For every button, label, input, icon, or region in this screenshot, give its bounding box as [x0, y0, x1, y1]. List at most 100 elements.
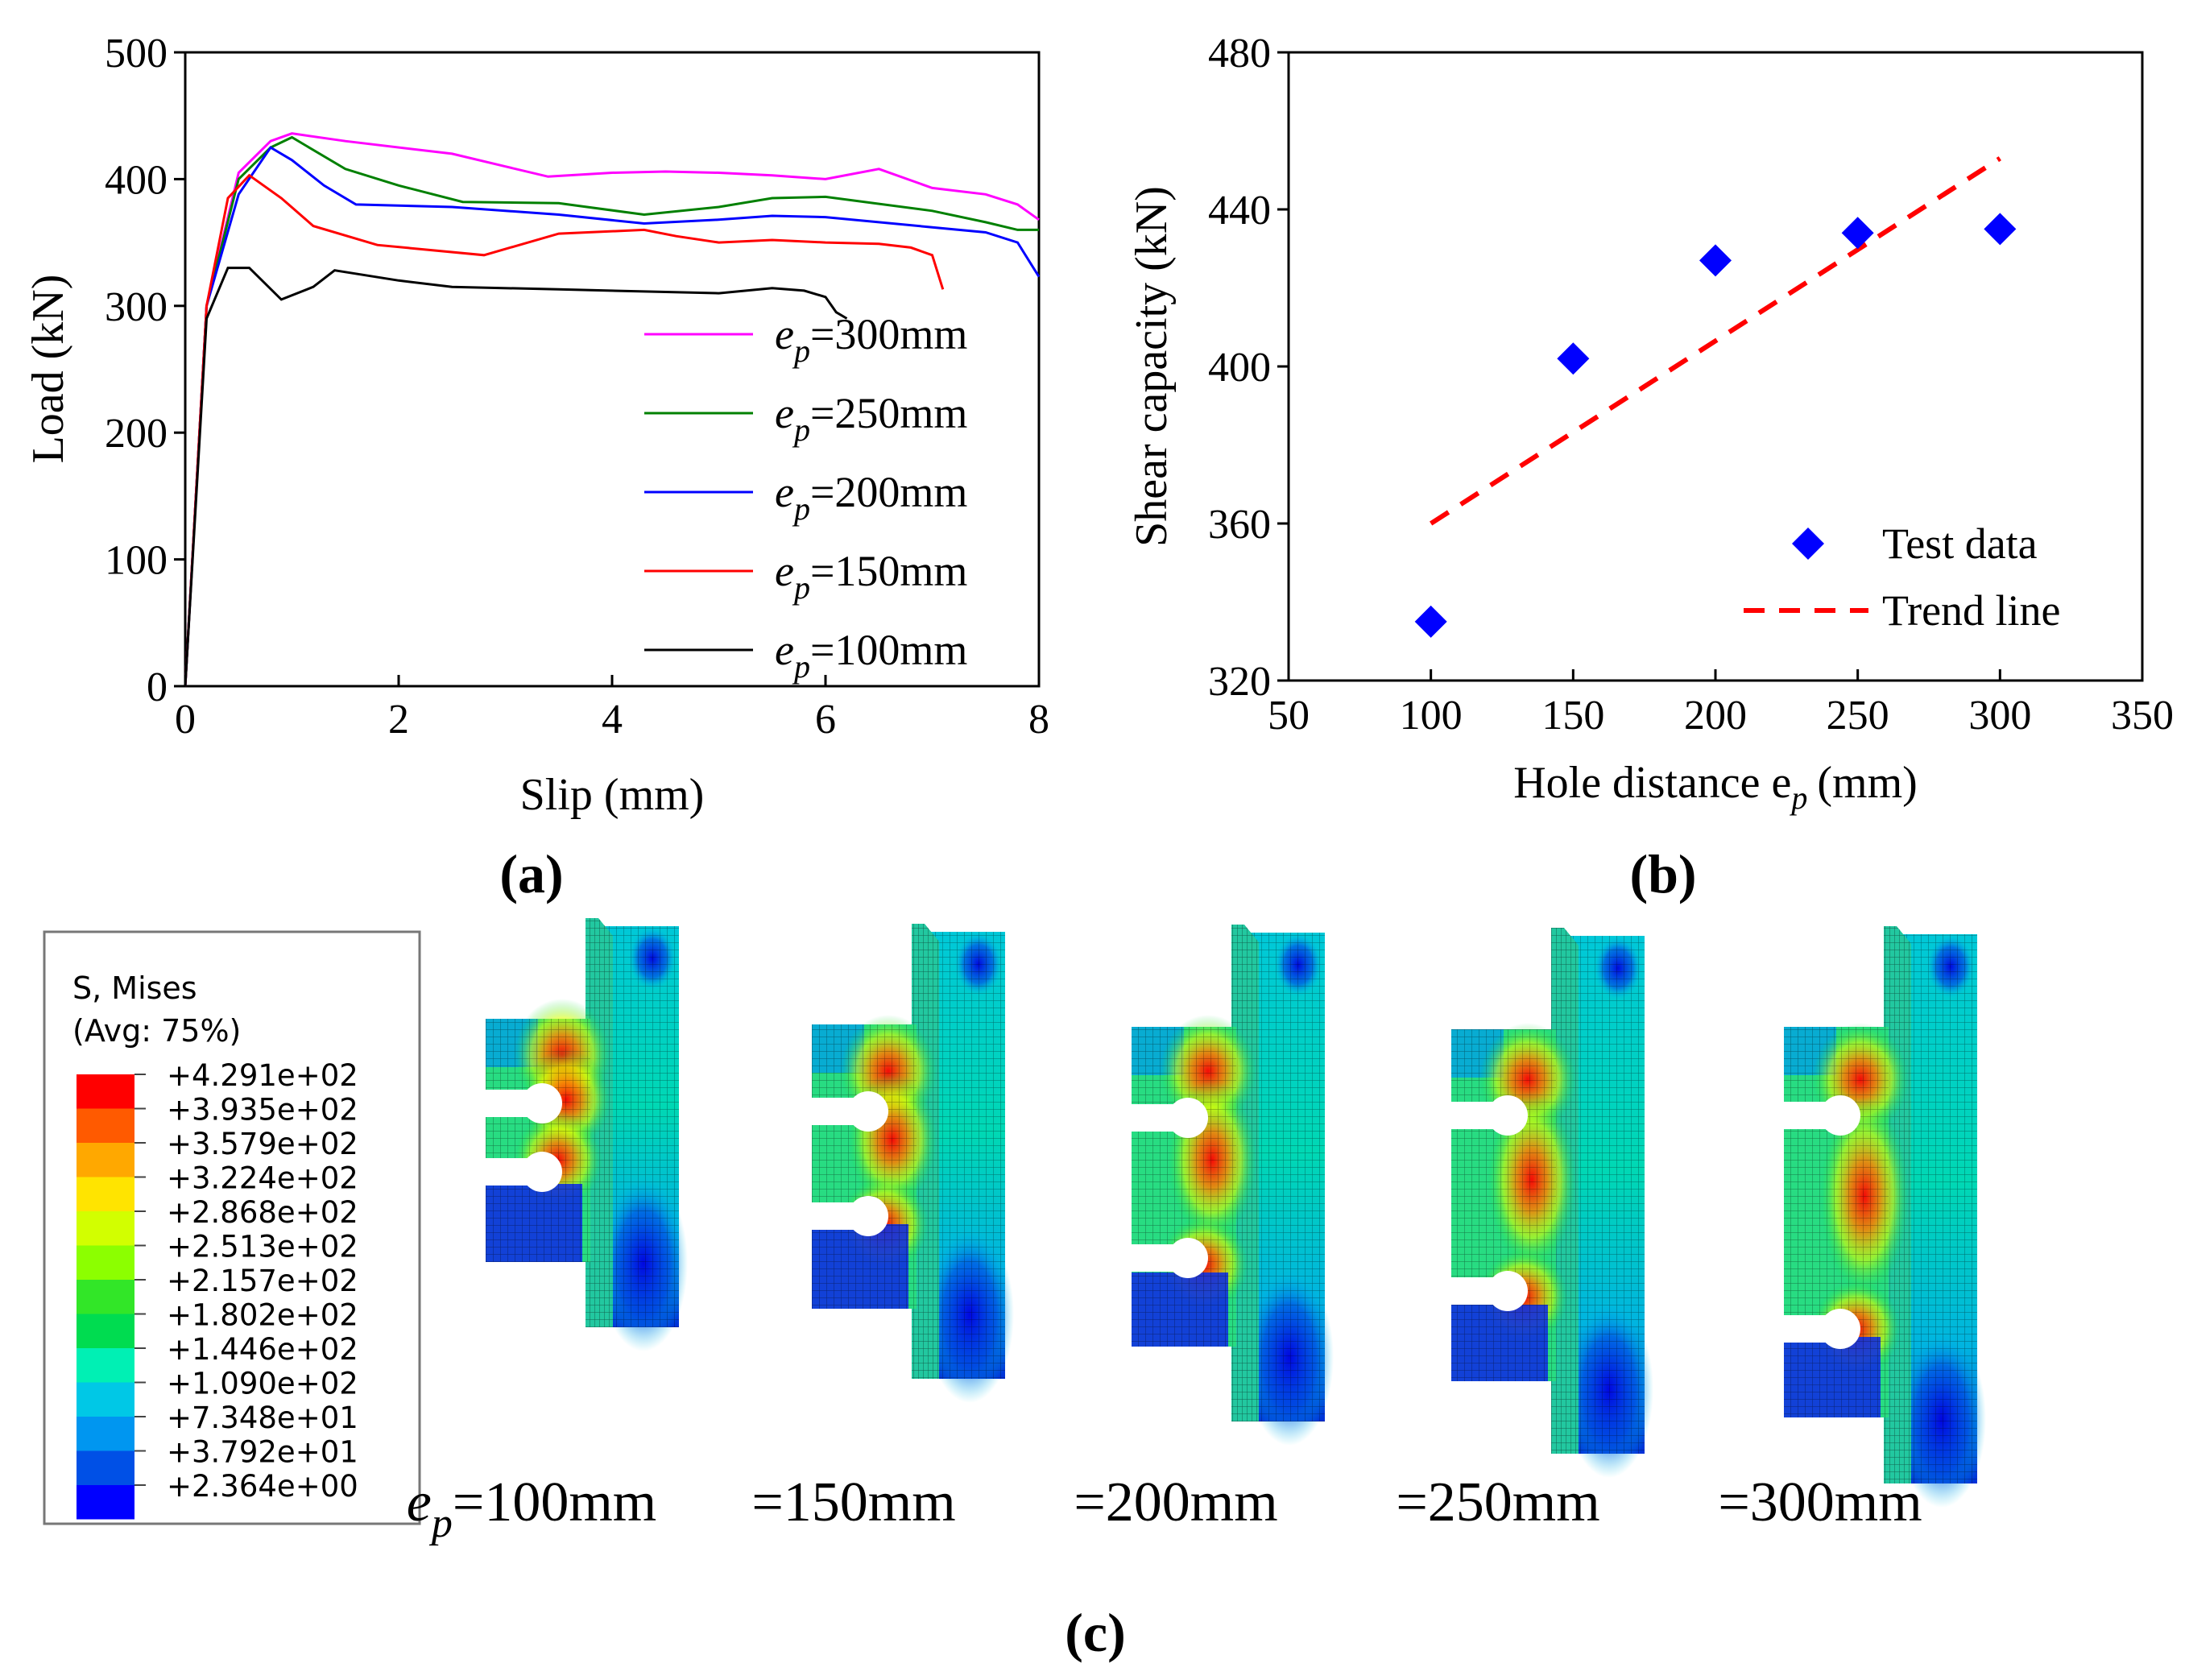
specimen-label-3: =250mm	[1396, 1471, 1599, 1533]
panel-b-x-tick-label-2: 150	[1541, 693, 1604, 739]
panel-a-line-2	[184, 146, 1041, 687]
panel-b-x-tick-label-6: 350	[2111, 693, 2174, 739]
colorbar-value-4: +2.868e+02	[167, 1195, 358, 1230]
colorbar-band-6	[77, 1280, 134, 1314]
panel-b-point-0	[1414, 605, 1447, 638]
panel-b-y-ticks: 320 360 400 440 480	[1208, 31, 1289, 705]
panel-a-y-tick-label-5: 500	[105, 31, 168, 77]
colorbar-band-4	[77, 1211, 134, 1246]
specimen-0-hole-0	[522, 1083, 562, 1123]
colorbar-band-3	[77, 1177, 134, 1211]
panel-b-scatter-chart: 50 100 150 200 250 300 350 320 360 400 440 480 Hol…	[1127, 31, 2174, 904]
panel-a-line-chart: 0 2 4 6 8 0 100 200 300 400 500 Slip (mm) Load (k…	[23, 31, 1049, 904]
panel-b-y-tick-label-3: 440	[1208, 188, 1271, 234]
colorbar-band-5	[77, 1245, 134, 1280]
panel-a-label: (a)	[499, 843, 563, 904]
panel-b-legend-label-0: Test data	[1882, 519, 2038, 568]
panel-b-x-ticks: 50 100 150 200 250 300 350	[1268, 669, 2174, 739]
colorbar-value-6: +2.157e+02	[167, 1264, 358, 1298]
specimen-4	[1782, 926, 1986, 1508]
colorbar-value-9: +1.090e+02	[167, 1367, 358, 1401]
panel-c-label: (c)	[1065, 1602, 1125, 1663]
panel-b-y-tick-label-0: 320	[1208, 659, 1271, 705]
panel-b-marks	[1414, 156, 2017, 638]
panel-a-y-tick-label-2: 200	[105, 411, 168, 457]
panel-a-y-tick-label-1: 100	[105, 538, 168, 584]
panel-b-x-tick-label-5: 300	[1968, 693, 2031, 739]
panel-a-legend-label-4: ep=100mm	[775, 626, 967, 685]
colorbar-title: S, Mises	[72, 970, 197, 1006]
panel-a-legend-label-3: ep=150mm	[775, 547, 967, 606]
panel-a-x-ticks: 0 2 4 6 8	[175, 675, 1049, 743]
panel-a-x-tick-label-3: 6	[815, 697, 836, 743]
specimen-label-2: =200mm	[1074, 1471, 1277, 1533]
panel-a-y-axis-label: Load (kN)	[23, 275, 73, 464]
panel-a-x-axis-label: Slip (mm)	[520, 770, 705, 820]
specimen-0-hole-1	[522, 1152, 562, 1192]
colorbar-band-12	[77, 1485, 134, 1520]
panel-a-y-tick-label-4: 400	[105, 157, 168, 203]
colorbar-value-5: +2.513e+02	[167, 1230, 358, 1264]
panel-b-point-2	[1699, 244, 1732, 277]
specimen-labels: ep=100mm =150mm =200mm =250mm =300mm	[407, 1471, 1922, 1546]
colorbar-band-9	[77, 1382, 134, 1417]
specimen-label-4: =300mm	[1718, 1471, 1922, 1533]
specimen-stub-mesh-2	[1132, 1027, 1236, 1347]
colorbar-value-10: +7.348e+01	[167, 1401, 358, 1435]
panel-b-x-tick-label-4: 250	[1827, 693, 1889, 739]
colorbar-band-7	[77, 1314, 134, 1348]
panel-a-y-tick-label-3: 300	[105, 284, 168, 330]
colorbar-band-11	[77, 1450, 134, 1485]
specimen-1-hole-0	[848, 1091, 888, 1132]
colorbar-value-12: +2.364e+00	[167, 1469, 358, 1504]
panel-a-legend-label-0: ep=300mm	[775, 310, 967, 369]
colorbar-band-10	[77, 1417, 134, 1451]
specimen-1	[810, 924, 1014, 1403]
colorbar-value-0: +4.291e+02	[167, 1058, 358, 1093]
panel-a-legend-label-2: ep=200mm	[775, 468, 967, 527]
panel-c-fea-contours: S, Mises (Avg: 75%) +4.291e+02+3.935e+02…	[43, 918, 1986, 1663]
specimen-0	[484, 918, 688, 1351]
panel-a-legend: ep=300mm ep=250mm ep=200mm ep=150mm ep=100mm	[644, 310, 967, 685]
colorbar-value-2: +3.579e+02	[167, 1127, 358, 1161]
panel-b-point-1	[1557, 342, 1590, 375]
specimen-1-hole-1	[848, 1196, 888, 1236]
panel-b-trend-line	[1430, 156, 2001, 526]
colorbar-band-8	[77, 1348, 134, 1383]
specimen-contour-images	[484, 918, 1986, 1508]
colorbar-value-1: +3.935e+02	[167, 1093, 358, 1128]
panel-b-legend: Test data Trend line	[1744, 519, 2061, 635]
specimen-3-hole-0	[1488, 1095, 1528, 1136]
specimen-4-hole-1	[1820, 1309, 1860, 1349]
colorbar-value-7: +1.802e+02	[167, 1298, 358, 1333]
colorbar-value-3: +3.224e+02	[167, 1161, 358, 1196]
panel-a-x-tick-label-2: 4	[602, 697, 623, 743]
panel-a-x-tick-label-0: 0	[175, 697, 196, 743]
specimen-stub-mesh-3	[1451, 1029, 1556, 1381]
panel-b-label: (b)	[1629, 843, 1696, 904]
panel-b-y-tick-label-4: 480	[1208, 31, 1271, 77]
panel-b-x-tick-label-3: 200	[1684, 693, 1747, 739]
panel-a-line-0	[184, 132, 1040, 687]
panel-a-line-1	[184, 135, 1039, 687]
panel-b-point-3	[1841, 217, 1874, 250]
specimen-2	[1130, 925, 1334, 1446]
specimen-2-hole-0	[1168, 1098, 1208, 1138]
panel-b-y-axis-label: Shear capacity (kN)	[1127, 186, 1177, 547]
specimen-stub-mesh-4	[1784, 1027, 1889, 1417]
colorbar-band-2	[77, 1143, 134, 1177]
panel-a-y-ticks: 0 100 200 300 400 500	[105, 31, 185, 710]
panel-a-legend-label-1: ep=250mm	[775, 389, 967, 448]
panel-a-series-lines	[184, 132, 1041, 687]
panel-b-legend-label-1: Trend line	[1882, 586, 2061, 635]
specimen-label-1: =150mm	[751, 1471, 955, 1533]
panel-a-line-3	[184, 173, 945, 687]
panel-b-x-tick-label-0: 50	[1268, 693, 1310, 739]
colorbar-subtitle: (Avg: 75%)	[72, 1013, 241, 1049]
panel-b-x-axis-label: Hole distance ep (mm)	[1513, 758, 1918, 816]
specimen-4-hole-0	[1820, 1095, 1860, 1136]
panel-b-y-tick-label-1: 360	[1208, 502, 1271, 548]
panel-b-y-tick-label-2: 400	[1208, 345, 1271, 391]
specimen-label-0: ep=100mm	[407, 1471, 656, 1546]
